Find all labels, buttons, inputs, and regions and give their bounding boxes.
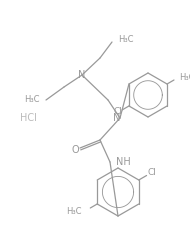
Text: N: N — [113, 113, 121, 123]
Text: HCl: HCl — [20, 113, 36, 123]
Text: O: O — [71, 145, 79, 155]
Text: NH: NH — [116, 157, 131, 167]
Text: H₃C: H₃C — [118, 34, 134, 44]
Text: H₃C: H₃C — [179, 73, 190, 81]
Text: N: N — [78, 70, 86, 80]
Text: Cl: Cl — [114, 107, 123, 117]
Text: H₃C: H₃C — [25, 95, 40, 105]
Text: H₃C: H₃C — [66, 208, 81, 216]
Text: Cl: Cl — [147, 168, 156, 177]
